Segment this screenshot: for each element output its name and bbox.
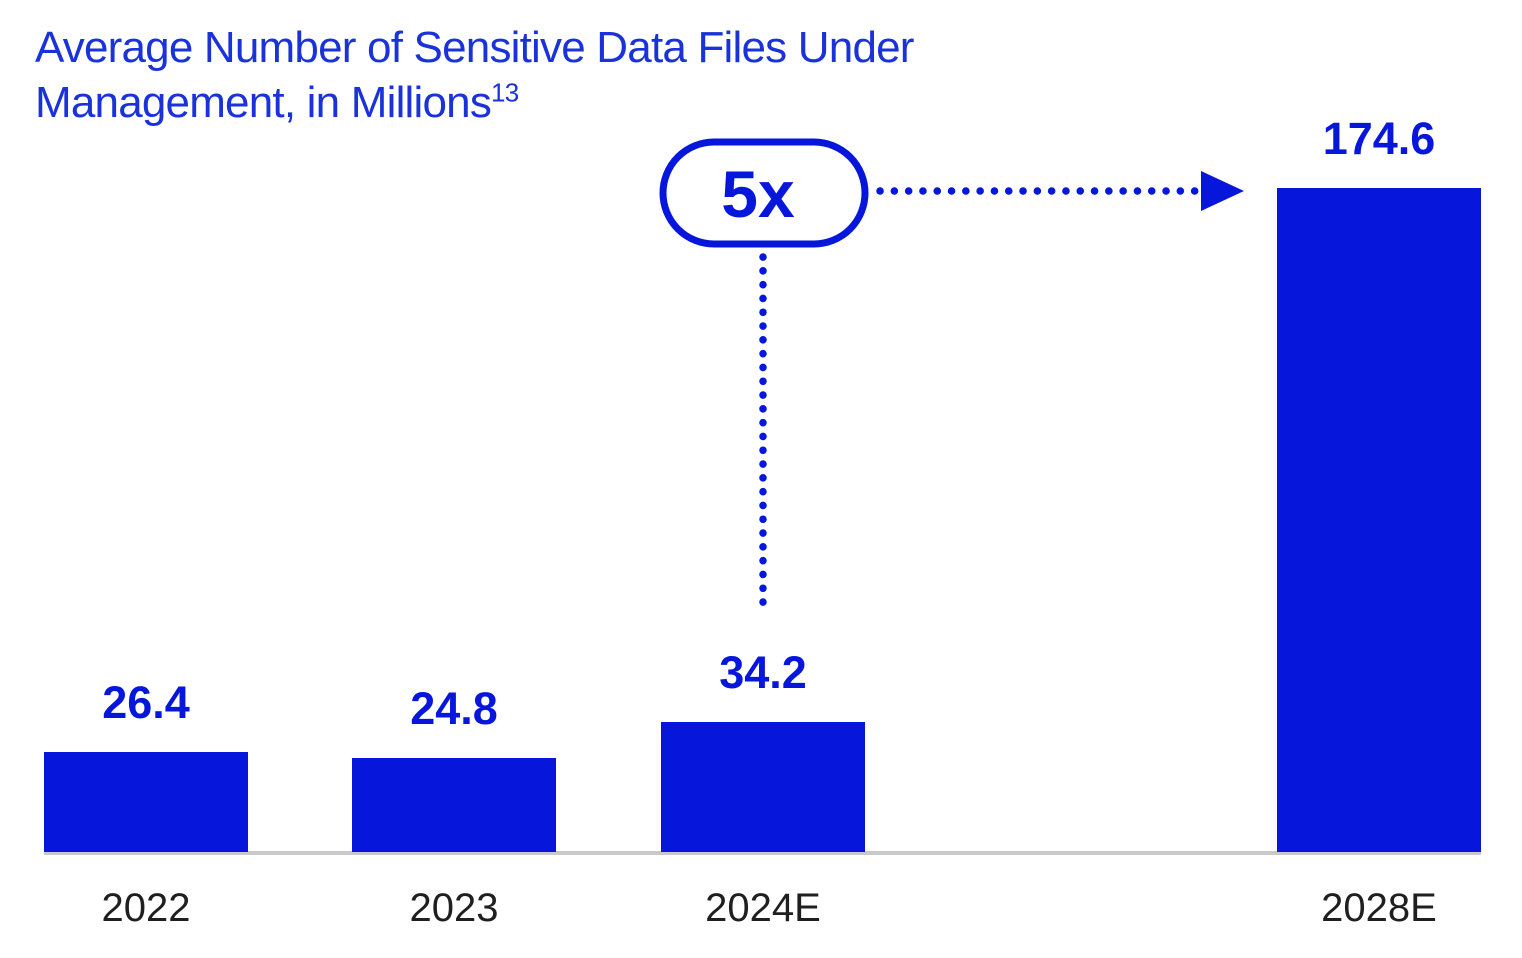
x-axis-label: 2028E — [1321, 886, 1437, 930]
bar-value-label: 174.6 — [1322, 113, 1436, 164]
annotation-multiplier-label: 5x — [721, 157, 795, 231]
x-axis-label: 2022 — [101, 886, 191, 930]
arrow-right-head-icon — [1201, 171, 1244, 211]
x-axis-label: 2023 — [409, 886, 499, 930]
x-axis-line — [44, 851, 1481, 855]
x-axis-label: 2024E — [705, 886, 821, 930]
bar — [661, 722, 865, 852]
bar — [352, 758, 556, 852]
footnote-marker: 13 — [491, 77, 519, 108]
chart-title-line2: Management, in Millions — [35, 78, 492, 128]
chart-title-line1: Average Number of Sensitive Data Files U… — [35, 23, 914, 72]
bar-value-label: 34.2 — [719, 647, 807, 698]
bar — [1277, 188, 1481, 852]
annotation-pill — [659, 138, 869, 248]
bar-value-label: 24.8 — [410, 683, 498, 734]
chart-title: Average Number of Sensitive Data Files U… — [35, 20, 914, 131]
bar — [44, 752, 248, 852]
bar-value-label: 26.4 — [102, 677, 190, 728]
